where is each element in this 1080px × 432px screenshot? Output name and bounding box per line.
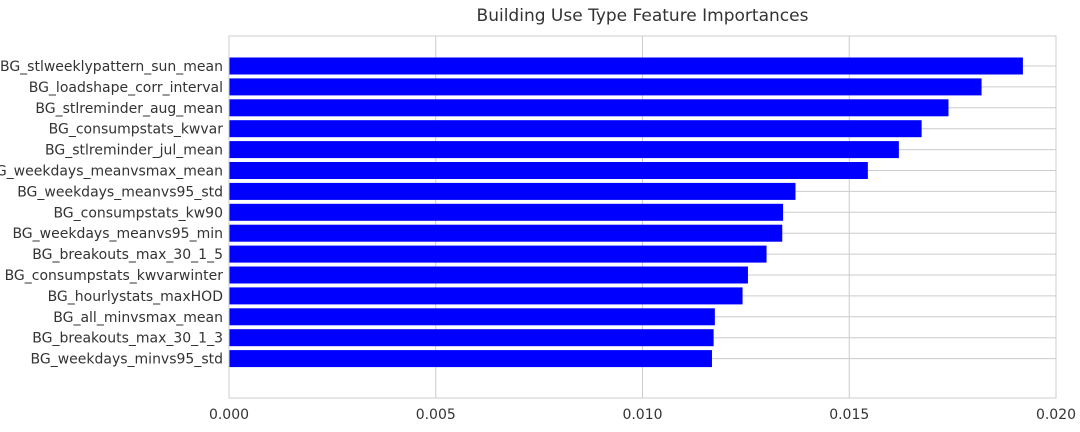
x-tick-label: 0.005 xyxy=(416,407,456,423)
bar xyxy=(229,329,714,347)
x-tick-labels: 0.000 0.005 0.010 0.015 0.020 xyxy=(209,407,1076,423)
y-tick-label: BG_loadshape_corr_interval xyxy=(29,80,223,96)
y-tick-label: BG_breakouts_max_30_1_3 xyxy=(32,331,223,347)
chart-title: Building Use Type Feature Importances xyxy=(477,6,809,26)
bar xyxy=(229,287,743,305)
plot-frame xyxy=(228,35,1057,399)
y-tick-label: BG_weekdays_meanvs95_std xyxy=(17,184,223,200)
y-tick-label: BG_hourlystats_maxHOD xyxy=(48,289,223,305)
x-tick-label: 0.010 xyxy=(622,407,662,423)
x-tick-label: 0.000 xyxy=(209,407,249,423)
y-tick-labels: BG_stlweeklypattern_sun_mean BG_loadshape… xyxy=(0,59,223,368)
x-tick-label: 0.015 xyxy=(829,407,869,423)
x-tick-label: 0.020 xyxy=(1036,407,1076,423)
y-tick-label: BG_stlweeklypattern_sun_mean xyxy=(0,59,223,75)
y-tick-label: BG_weekdays_minvs95_std xyxy=(31,352,224,368)
bar xyxy=(229,350,712,368)
bar xyxy=(229,120,922,138)
bar xyxy=(229,78,982,96)
bar xyxy=(229,141,899,159)
bar xyxy=(229,245,767,263)
bar xyxy=(229,99,949,117)
bar xyxy=(229,203,784,221)
bar xyxy=(229,182,796,200)
y-tick-label: BG_breakouts_max_30_1_5 xyxy=(32,247,223,263)
y-tick-label: BG_stlreminder_aug_mean xyxy=(35,101,223,117)
y-tick-label: BG_weekdays_meanvsmax_mean xyxy=(0,164,223,180)
y-tick-label: BG_all_minvsmax_mean xyxy=(53,310,223,326)
y-tick-label: BG_consumpstats_kwvar xyxy=(49,122,224,138)
y-tick-label: BG_consumpstats_kwvarwinter xyxy=(5,268,224,284)
y-tick-label: BG_weekdays_meanvs95_min xyxy=(12,226,223,242)
bar xyxy=(229,162,868,179)
bar xyxy=(229,266,748,284)
bar-layer xyxy=(229,57,1023,368)
bar xyxy=(229,224,783,242)
bar xyxy=(229,57,1023,75)
bar xyxy=(229,308,715,326)
y-tick-label: BG_consumpstats_kw90 xyxy=(53,205,223,221)
y-tick-label: BG_stlreminder_jul_mean xyxy=(45,143,223,159)
